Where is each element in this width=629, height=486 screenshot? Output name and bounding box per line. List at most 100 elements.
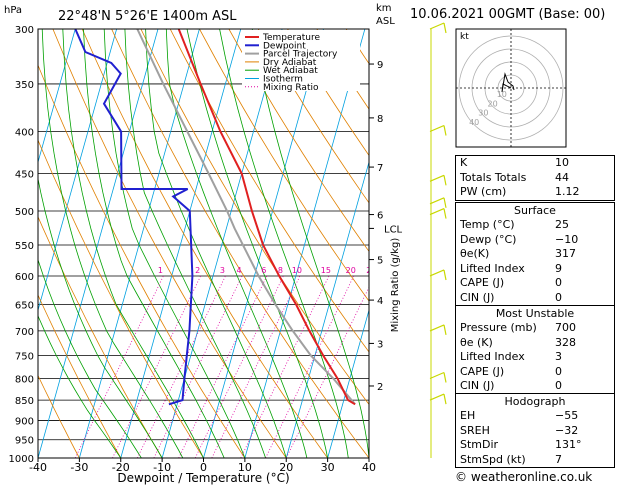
dry-adiabat-line [81,29,328,458]
hodograph-table: Hodograph EH −55 SREH −32 StmDir 131° StmSpd (… [455,393,615,468]
pressure-tick-label: 800 [15,374,34,385]
table-row: θe(K) 317 [456,247,614,262]
pressure-tick-label: 500 [15,207,34,218]
legend-label: Wet Adiabat [263,66,318,76]
temperature-tick-label: -40 [29,461,47,474]
km-label: km [376,3,392,14]
table-row: Dewp (°C) −10 [456,233,614,248]
row-label: θe(K) [460,247,490,260]
table-row: Totals Totals 44 [456,171,614,186]
hodograph-ring [458,35,564,141]
temperature-tick-label: 10 [238,461,252,474]
row-value: 9 [555,261,562,275]
wet-adiabat-line [38,176,163,458]
wet-adiabat-line [219,29,349,458]
legend-label: Parcel Trajectory [263,50,338,60]
dry-adiabat-line [169,29,369,353]
isotherm-line [38,29,118,312]
table-row: PW (cm) 1.12 [456,185,614,200]
dry-adiabat-line [228,29,369,253]
row-value: 0 [555,290,562,304]
row-value: 44 [555,170,569,184]
wind-barb [443,22,447,34]
mixing-ratio-line [285,286,369,458]
row-label: Temp (°C) [460,218,515,231]
wet-adiabat-line [62,29,204,458]
pressure-tick-label: 600 [15,272,34,283]
mixing-ratio-tick-label: 3 [220,266,225,275]
temperature-tick-label: 0 [200,461,207,474]
row-label: CIN (J) [460,379,495,392]
mixing-ratio-tick-label: 1 [158,266,163,275]
row-value: −55 [555,409,579,422]
mixing-ratio-tick-label: 25 [366,266,376,275]
row-value: 0 [555,364,562,378]
pressure-tick-label: 750 [15,351,34,362]
pressure-tick-label: 450 [15,169,34,180]
km-tick-label: 4 [377,296,383,307]
mixing-ratio-line [265,275,355,458]
row-value: 131° [555,438,582,451]
row-value: 1.12 [555,185,580,198]
indices-table: K 10 Totals Totals 44 PW (cm) 1.12 [455,155,615,201]
legend-label: Mixing Ratio [263,83,319,93]
table-row: StmSpd (kt) 7 [456,453,614,468]
table-row: Lifted Index 3 [456,350,614,365]
wet-adiabat-line [103,29,246,458]
dewpoint-line [74,29,194,406]
legend-label: Dry Adiabat [263,58,317,68]
dry-adiabat-line [111,29,369,458]
wind-barb [429,124,445,133]
dry-adiabat-line [38,139,204,458]
hodograph-trace [501,72,515,93]
mixing-ratio-line [194,275,284,458]
wet-adiabat-line [38,314,122,458]
row-value: 0 [555,276,562,289]
pressure-tick-label: 400 [15,128,34,139]
hodograph-ring-label: 40 [469,118,479,127]
wind-barb [429,197,445,205]
mixing-ratio-tick-label: 10 [292,266,302,275]
wind-barb [429,22,445,30]
isotherm-line [38,29,76,164]
temperature-line [177,29,356,406]
isotherm-line [161,29,283,458]
wind-barb [443,269,447,281]
row-value: −32 [555,423,579,437]
mixing-ratio-tick-label: 20 [346,266,356,275]
isotherm-line [285,160,369,458]
wind-barb [443,125,447,136]
date-label: 10.06.2021 00GMT (Base: 00) [410,7,606,22]
parcel-trajectory-line [136,29,356,405]
table-row: Pressure (mb) 700 [456,321,614,336]
table-row: Temp (°C) 25 [456,218,614,233]
km-tick-label: 5 [377,256,383,267]
wet-adiabat-line [38,258,142,458]
temperature-tick-label: -10 [153,461,171,474]
dry-adiabat-line [257,29,369,204]
row-value: 0 [555,379,562,392]
wind-barb [429,371,445,380]
hodograph-ring-label: 10 [497,90,507,99]
table-row: EH −55 [456,409,614,424]
table-row: StmDir 131° [456,438,614,453]
pressure-tick-label: 650 [15,301,34,312]
row-label: K [460,156,468,169]
wind-barb [429,269,445,277]
isotherm-line [327,308,369,458]
temperature-tick-label: 40 [362,461,376,474]
wet-adiabat-line [186,29,328,458]
hodograph-title: Hodograph [504,395,566,408]
row-value: 3 [555,350,562,363]
dry-adiabat-line [140,29,369,405]
pressure-tick-label: 300 [15,25,34,36]
km-tick-label: 7 [377,163,383,174]
dry-adiabat-line [52,29,287,458]
temperature-tick-label: 20 [279,461,293,474]
wet-adiabat-line [165,29,308,458]
pressure-tick-label: 950 [15,436,34,447]
km-tick-label: 3 [377,339,383,350]
pressure-tick-label: 350 [15,80,34,91]
mixing-ratio-tick-label: 6 [261,266,266,275]
km-tick-label: 9 [377,60,383,71]
